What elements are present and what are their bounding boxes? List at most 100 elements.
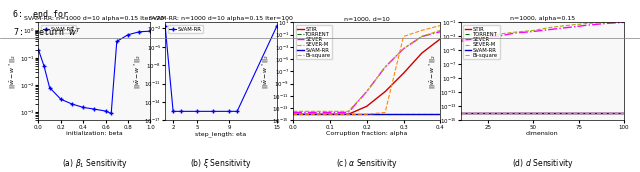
SEVER [493,35,501,37]
Y-axis label: $||\hat{w} - w^*||_2$: $||\hat{w} - w^*||_2$ [428,54,438,89]
Bi-square [475,112,483,114]
SEVER-M [326,110,334,112]
SVAM-RR [566,112,573,114]
SVAM-RR [40,65,48,67]
Text: (a) $\beta_1$ Sensitivity: (a) $\beta_1$ Sensitivity [62,157,127,170]
Text: 7:  return $\hat{w}^T$: 7: return $\hat{w}^T$ [13,26,81,38]
SEVER [529,30,537,33]
X-axis label: dimension: dimension [526,131,559,136]
SVAM-RR [68,103,76,105]
STIR [381,91,389,93]
STIR [475,112,483,114]
SEVER [289,111,297,114]
SVAM-RR [147,30,154,32]
TORRENT [436,113,444,115]
X-axis label: Corruption fraction: alpha: Corruption fraction: alpha [326,131,408,136]
SEVER-M [493,33,501,35]
Legend: STIR, TORRENT, SEVER, SEVER-M, SVAM-RR, Bi-square: STIR, TORRENT, SEVER, SEVER-M, SVAM-RR, … [296,25,332,60]
STIR [436,38,444,40]
SEVER [399,48,408,50]
STIR [418,52,426,54]
SVAM-RR [511,112,519,114]
SEVER [381,66,389,68]
SVAM-RR [457,112,465,114]
SVAM-RR [136,31,143,33]
SVAM-RR [57,98,65,100]
Line: SVAM-RR: SVAM-RR [36,29,152,115]
SVAM-RR [209,110,217,112]
TORRENT [566,112,573,114]
Bi-square [566,112,573,114]
Text: (b) $\xi$ Sensitivity: (b) $\xi$ Sensitivity [190,157,252,170]
SVAM-RR [326,113,334,115]
SVAM-RR [234,110,241,112]
STIR [548,112,556,114]
SVAM-RR [289,113,297,115]
STIR [602,112,610,114]
STIR [399,72,408,74]
TORRENT [584,112,591,114]
Line: SEVER: SEVER [293,32,440,112]
X-axis label: step_length: eta: step_length: eta [195,131,247,137]
Bi-square [363,113,371,115]
STIR [457,112,465,114]
SVAM-RR [363,113,371,115]
TORRENT [529,112,537,114]
TORRENT [620,112,628,114]
STIR [289,113,297,115]
SVAM-RR [399,113,408,115]
Bi-square [548,112,556,114]
SEVER [475,37,483,40]
Legend: SVAM-RR: SVAM-RR [41,25,76,33]
Bi-square [344,113,352,115]
SVAM-RR [46,87,54,89]
Bi-square [457,112,465,114]
SVAM-RR [193,110,201,112]
SVAM-RR [79,106,87,108]
Bi-square [620,112,628,114]
SEVER-M [511,31,519,33]
SEVER [602,22,610,24]
SEVER-M [475,36,483,39]
SEVER-M [529,29,537,31]
SEVER [457,40,465,42]
SEVER [436,31,444,33]
SVAM-RR [225,110,233,112]
SVAM-RR [177,110,185,112]
SEVER [363,91,371,93]
Text: (c) $\alpha$ Sensitivity: (c) $\alpha$ Sensitivity [336,157,397,170]
STIR [493,112,501,114]
Title: SVAM-RR: n=1000 d=10 alpha=0.15 Iter=100: SVAM-RR: n=1000 d=10 alpha=0.15 Iter=100 [149,16,293,21]
TORRENT [363,113,371,115]
Y-axis label: $||\hat{w} - w^*||_2$: $||\hat{w} - w^*||_2$ [132,54,143,89]
SVAM-RR [418,113,426,115]
STIR [529,112,537,114]
Line: Bi-square: Bi-square [293,26,440,114]
TORRENT [475,112,483,114]
SVAM-RR [169,110,177,112]
STIR [511,112,519,114]
TORRENT [344,113,352,115]
SVAM-RR [493,112,501,114]
SVAM-RR [620,112,628,114]
TORRENT [399,113,408,115]
TORRENT [289,113,297,115]
SEVER-M [344,110,352,112]
SEVER [584,24,591,26]
SEVER-M [457,39,465,41]
Line: SEVER: SEVER [461,22,624,41]
TORRENT [326,113,334,115]
Bi-square [584,112,591,114]
SEVER-M [418,35,426,37]
STIR [344,113,352,115]
SVAM-RR [548,112,556,114]
Line: STIR: STIR [293,39,440,114]
SEVER-M [548,26,556,28]
STIR [566,112,573,114]
Legend: SVAM-RR: SVAM-RR [168,25,203,33]
SEVER [566,26,573,28]
Bi-square [436,25,444,27]
SVAM-RR [102,110,109,112]
STIR [326,113,334,115]
SEVER-M [308,110,316,112]
